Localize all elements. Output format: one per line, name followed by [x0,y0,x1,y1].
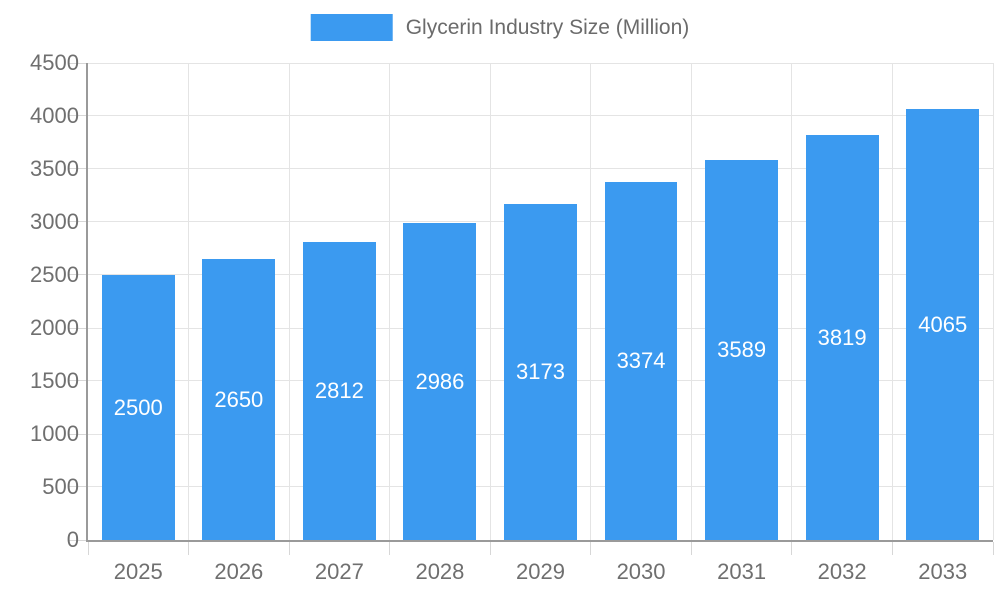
y-gridline [88,62,993,64]
x-tick-label: 2030 [616,559,666,584]
y-tick [68,539,88,541]
bar-value-label: 2500 [113,394,163,420]
bar-2026[interactable]: 2650 [202,259,276,540]
y-tick [68,221,88,223]
legend-item[interactable]: Glycerin Industry Size (Million) [310,14,690,41]
x-tick [590,542,592,555]
x-tick-label: 2031 [717,559,767,584]
x-tick [489,542,491,555]
bar-value-label: 3819 [817,324,867,350]
y-tick [68,486,88,488]
y-tick [68,274,88,276]
bar-2030[interactable]: 3374 [604,182,678,540]
bar-value-label: 2812 [314,377,364,403]
bar-value-label: 3589 [717,336,767,362]
x-tick-label: 2029 [516,559,565,584]
y-tick-label: 0 [66,527,79,552]
x-tick-label: 2032 [817,559,867,584]
bar-2031[interactable]: 3589 [705,159,779,540]
x-gridline [891,63,893,540]
y-tick [68,115,88,117]
bar-value-label: 2650 [214,386,264,412]
x-tick [791,542,793,555]
bar-2025[interactable]: 2500 [101,275,175,540]
x-tick-label: 2028 [415,559,465,584]
x-tick [992,542,994,555]
x-gridline [188,63,190,540]
x-tick [87,542,89,555]
y-tick-label: 2500 [30,262,79,287]
y-gridline [88,115,993,117]
x-tick-label: 2027 [314,559,364,584]
x-gridline [489,63,491,540]
y-tick [68,433,88,435]
x-gridline [288,63,290,540]
bar-2033[interactable]: 4065 [906,109,980,540]
x-tick [288,542,290,555]
bar-value-label: 3173 [516,358,565,384]
y-tick-label: 4500 [30,50,79,75]
y-tick-label: 3500 [30,156,79,181]
x-tick-label: 2033 [918,559,968,584]
y-gridline [88,168,993,170]
x-gridline [791,63,793,540]
legend-swatch-icon [310,14,393,41]
y-tick-label: 3000 [30,208,79,234]
y-tick [68,380,88,382]
bar-2032[interactable]: 3819 [805,135,879,540]
x-gridline [992,63,994,540]
y-tick-label: 2000 [30,315,79,340]
x-gridline [690,63,692,540]
legend-label: Glycerin Industry Size (Million) [405,15,690,39]
x-axis-line [86,540,993,542]
x-tick [891,542,893,555]
x-tick [188,542,190,555]
x-gridline [590,63,592,540]
y-tick [68,62,88,64]
x-tick [690,542,692,555]
bar-value-label: 3374 [616,348,666,374]
y-tick-label: 500 [42,474,79,499]
x-tick [389,542,391,555]
bar-2029[interactable]: 3173 [504,203,577,540]
y-tick-label: 1500 [30,367,79,393]
plot-area: 2500 2650 2812 2986 3173 3374 3589 3819 4065 0 50… [30,50,994,584]
bar-2027[interactable]: 2812 [302,241,376,540]
x-gridline [389,63,391,540]
y-tick [68,168,88,170]
bar-value-label: 4065 [918,311,968,337]
bar-value-label: 2986 [415,368,465,394]
x-tick-label: 2025 [113,559,163,584]
bar-2028[interactable]: 2986 [403,223,477,540]
x-tick-label: 2026 [214,559,264,584]
y-tick-label: 1000 [30,421,79,446]
y-tick [68,327,88,329]
y-tick-label: 4000 [30,103,79,128]
y-axis-line [86,63,88,542]
